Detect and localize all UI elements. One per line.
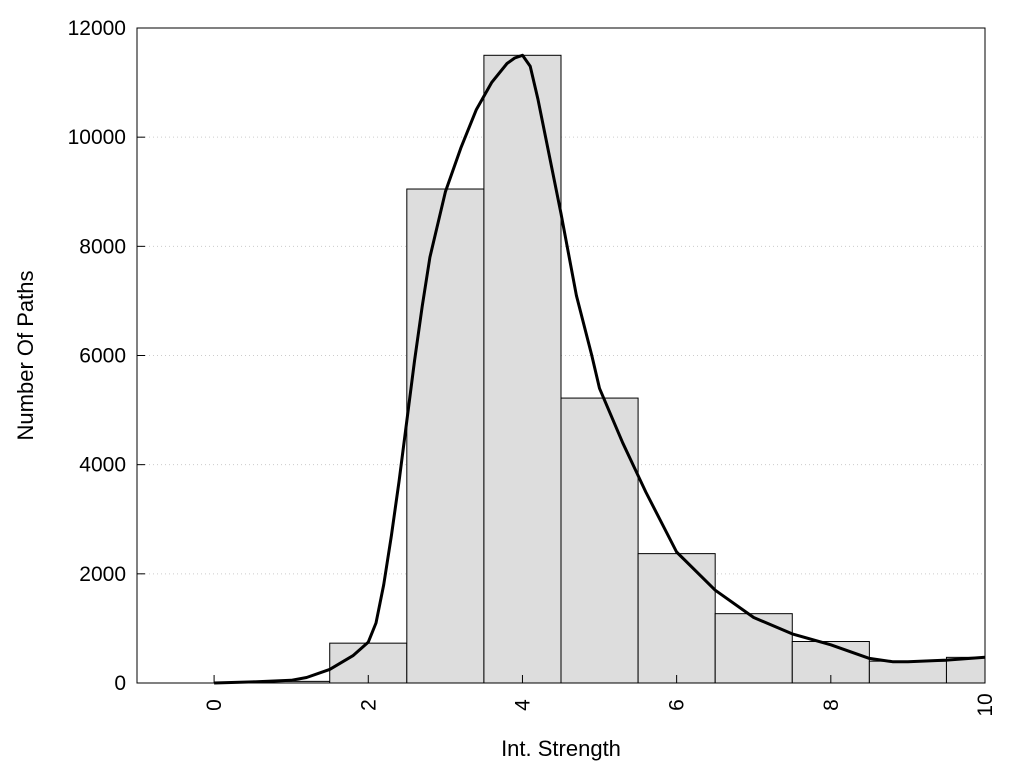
- y-tick-label: 12000: [68, 17, 126, 40]
- x-tick-label: 0: [203, 699, 226, 711]
- histogram-bar: [560, 397, 639, 684]
- density-curve: [214, 53, 986, 685]
- histogram-bar: [637, 553, 716, 684]
- y-tick-label: 0: [114, 672, 126, 695]
- axis-ticks: [137, 27, 986, 684]
- histogram-bar: [406, 188, 485, 684]
- x-tick-label: 10: [974, 693, 997, 716]
- x-tick-label: 4: [511, 699, 534, 711]
- x-tick-label: 6: [666, 699, 689, 711]
- tick-labels: 0 2000 4000 6000 8000 10000 12000 0 2 4 6 8 10: [68, 17, 997, 717]
- histogram-bar: [945, 656, 986, 684]
- histogram-bars: [252, 54, 986, 684]
- y-tick-label: 6000: [79, 345, 126, 368]
- y-axis-title: Number Of Paths: [13, 271, 38, 441]
- y-tick-label: 2000: [79, 563, 126, 586]
- x-tick-label: 2: [357, 699, 380, 711]
- y-tick-label: 10000: [68, 126, 126, 149]
- x-axis-title: Int. Strength: [501, 736, 621, 761]
- y-tick-label: 8000: [79, 235, 126, 258]
- x-tick-label: 8: [820, 699, 843, 711]
- y-tick-label: 4000: [79, 454, 126, 477]
- histogram-bar: [483, 54, 562, 684]
- histogram-bar: [714, 613, 793, 684]
- histogram-bar: [868, 660, 947, 684]
